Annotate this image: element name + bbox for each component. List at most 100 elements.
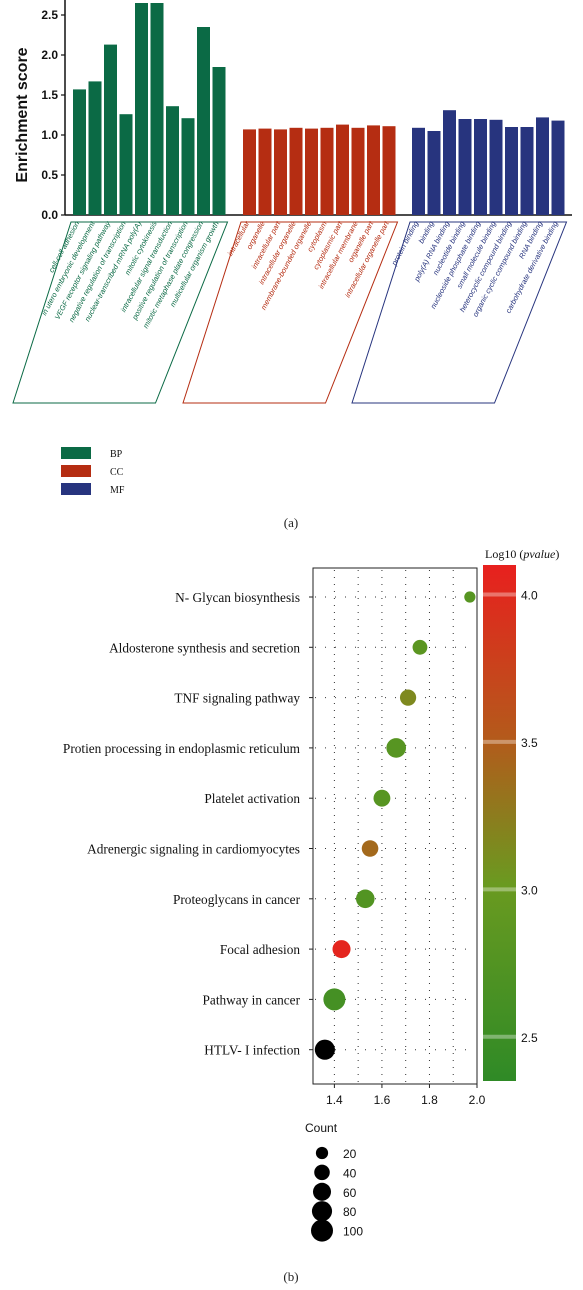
y-axis: N- Glycan biosynthesis Aldosterone synthe… xyxy=(63,590,313,1058)
legend-label: BP xyxy=(110,449,123,460)
colorbar-tick-label: 4.0 xyxy=(521,588,538,602)
x-axis: 1.4 1.6 1.8 2.0 xyxy=(326,1084,486,1107)
y-tick-label: 1.5 xyxy=(41,88,58,102)
y-tick-label: 2.5 xyxy=(41,8,58,22)
legend-swatch xyxy=(61,447,91,459)
bar xyxy=(212,67,226,215)
legend-label: CC xyxy=(110,467,124,478)
colorbar-title-suffix: ) xyxy=(555,547,559,561)
size-legend-dot xyxy=(311,1219,333,1242)
size-legend-label: 60 xyxy=(343,1186,357,1200)
bar xyxy=(181,118,195,215)
size-legend: 20 40 60 80 100 xyxy=(311,1146,363,1242)
bar xyxy=(150,3,164,215)
y-tick-label: HTLV- I infection xyxy=(204,1043,300,1058)
points xyxy=(314,591,476,1060)
panel-label-a: (a) xyxy=(284,515,298,530)
colorbar-tick-label: 2.5 xyxy=(521,1031,538,1045)
y-tick-label: Aldosterone synthesis and secretion xyxy=(109,640,300,655)
bar xyxy=(243,129,256,215)
panel-label-b: (b) xyxy=(283,1269,298,1284)
group-brackets xyxy=(12,221,568,404)
bar xyxy=(536,117,549,215)
bar xyxy=(351,127,365,215)
colorbar xyxy=(483,565,516,1081)
data-point xyxy=(314,1039,335,1060)
y-tick-label: 1.0 xyxy=(41,128,58,142)
bar xyxy=(427,131,441,215)
y-tick-label: Proteoglycans in cancer xyxy=(173,892,301,907)
y-tick-label: Focal adhesion xyxy=(220,942,300,957)
bar xyxy=(88,81,102,216)
legend-swatch xyxy=(61,465,91,477)
bar xyxy=(305,128,318,215)
group-bracket xyxy=(182,221,399,404)
plot-frame xyxy=(312,567,478,1085)
y-tick-label: TNF signaling pathway xyxy=(174,691,300,706)
size-legend-dot xyxy=(311,1201,333,1222)
bar xyxy=(166,106,179,215)
size-legend-label: 100 xyxy=(343,1225,363,1239)
data-point xyxy=(361,840,379,857)
bar xyxy=(412,127,425,215)
category-label: intracellular xyxy=(226,219,252,257)
legend-label: MF xyxy=(110,485,125,496)
y-tick-label: Protien processing in endoplasmic reticu… xyxy=(63,741,301,756)
y-tick-label: N- Glycan biosynthesis xyxy=(175,590,300,605)
bar xyxy=(367,125,380,215)
y-tick-label: Platelet activation xyxy=(204,791,300,806)
y-tick-label: Pathway in cancer xyxy=(203,992,301,1007)
category-label: protein binding xyxy=(389,219,421,268)
bar xyxy=(474,119,487,215)
group-bracket xyxy=(351,221,568,404)
go-enrichment-bar-chart: Enrichment score 0.0 0.5 1.0 1.5 2.0 2.5 cell… xyxy=(12,0,572,530)
size-legend-dot xyxy=(314,1164,330,1181)
size-legend-dot xyxy=(315,1146,329,1160)
data-point xyxy=(412,639,428,655)
y-tick-label: Adrenergic signaling in cardiomyocytes xyxy=(87,842,300,857)
y-axis: 0.0 0.5 1.0 1.5 2.0 2.5 xyxy=(41,0,572,222)
kegg-bubble-chart: N- Glycan biosynthesis Aldosterone synthe… xyxy=(63,547,559,1284)
bars xyxy=(73,3,565,216)
x-tick-label: 1.4 xyxy=(326,1093,343,1107)
colorbar-title: Log10 (pvalue) xyxy=(485,547,559,561)
size-legend-title: Count xyxy=(305,1121,338,1135)
data-point xyxy=(323,988,346,1011)
bar xyxy=(197,27,210,215)
size-legend-label: 40 xyxy=(343,1166,357,1180)
legend: BP CC MF xyxy=(61,447,125,496)
bar xyxy=(258,128,272,215)
y-tick-label: 0.0 xyxy=(41,208,58,222)
y-axis-label: Enrichment score xyxy=(14,47,31,182)
size-legend-label: 80 xyxy=(343,1205,357,1219)
colorbar-title-prefix: Log10 ( xyxy=(485,547,523,561)
colorbar-tick-label: 3.5 xyxy=(521,736,538,750)
size-legend-dot xyxy=(312,1182,332,1201)
bar xyxy=(73,89,86,215)
colorbar-title-italic: pvalue xyxy=(522,547,556,561)
bar xyxy=(520,127,534,215)
bar xyxy=(274,129,287,215)
bar xyxy=(443,110,456,215)
data-point xyxy=(373,789,391,807)
bar xyxy=(289,127,303,215)
bar xyxy=(104,44,117,215)
colorbar-ticks: 4.0 3.5 3.0 2.5 xyxy=(483,588,538,1045)
bar xyxy=(135,3,148,215)
size-legend-label: 20 xyxy=(343,1147,357,1161)
bar xyxy=(320,127,334,215)
bar xyxy=(505,127,518,215)
bar xyxy=(382,126,396,215)
bar xyxy=(119,114,133,215)
x-tick-label: 2.0 xyxy=(469,1093,486,1107)
data-point xyxy=(464,591,476,603)
x-tick-label: 1.8 xyxy=(421,1093,438,1107)
bar xyxy=(489,119,503,215)
legend-swatch xyxy=(61,483,91,495)
data-point xyxy=(355,889,375,909)
y-tick-label: 2.0 xyxy=(41,48,58,62)
data-point xyxy=(399,689,417,706)
bar xyxy=(551,120,565,215)
group-bracket xyxy=(12,221,229,404)
